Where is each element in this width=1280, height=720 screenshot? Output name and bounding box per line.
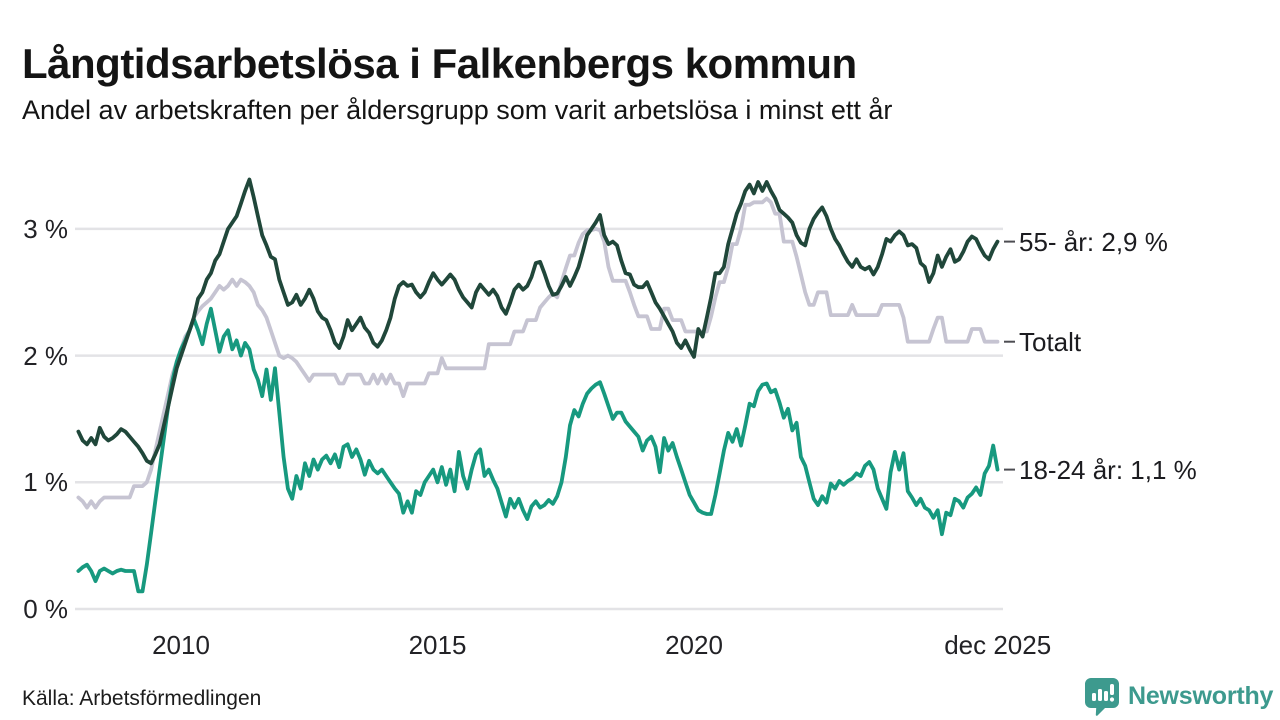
newsworthy-logo-text: Newsworthy [1128, 681, 1274, 710]
series-line-55-r [76, 177, 1000, 466]
x-axis-label-2020: 2020 [665, 630, 723, 660]
chart-title: Långtidsarbetslösa i Falkenbergs kommun [22, 40, 857, 88]
chart-subtitle: Andel av arbetskraften per åldersgrupp s… [22, 95, 893, 125]
series-line-totalt [76, 196, 1000, 510]
series-end-label-18-24-r: 18-24 år: 1,1 % [1019, 454, 1197, 485]
source-note: Källa: Arbetsförmedlingen [22, 687, 262, 710]
series-line-18-24-r [76, 306, 1000, 594]
newsworthy-chart-bubble-icon [1085, 678, 1119, 716]
series-end-label-55-r: 55- år: 2,9 % [1019, 226, 1168, 257]
y-axis-label-3: 3 % [23, 213, 68, 244]
y-axis-label-2: 2 % [23, 340, 68, 371]
x-axis-label-2010: 2010 [152, 630, 210, 660]
x-axis-label-dec-2025: dec 2025 [944, 630, 1052, 660]
series-end-label-totalt: Totalt [1019, 326, 1082, 357]
newsworthy-logo: Newsworthy [1083, 676, 1273, 716]
y-axis-label-0: 0 % [23, 594, 68, 624]
y-axis-label-1: 1 % [23, 467, 68, 498]
x-axis-label-2015: 2015 [408, 630, 467, 660]
